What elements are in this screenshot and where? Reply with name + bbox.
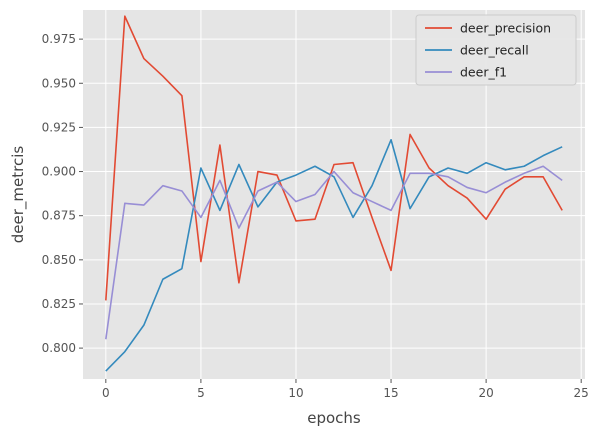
legend-entry: deer_f1 xyxy=(460,65,507,80)
x-tick-label: 5 xyxy=(197,386,205,400)
axis-ticks: 0 5 10 15 20 25 0.800 0.825 0.850 0.875 0.900 0.925… xyxy=(42,32,589,400)
y-tick-label: 0.850 xyxy=(42,253,76,267)
series-lines xyxy=(105,15,563,372)
y-tick-label: 0.800 xyxy=(42,341,76,355)
series-line-deer-recall xyxy=(105,138,563,372)
y-tick-label: 0.975 xyxy=(42,32,76,46)
x-tick-label: 25 xyxy=(574,386,589,400)
x-tick-label: 10 xyxy=(288,386,303,400)
legend-entry: deer_recall xyxy=(460,43,529,58)
x-axis-label: epochs xyxy=(307,409,361,427)
x-tick-label: 15 xyxy=(383,386,398,400)
y-tick-label: 0.950 xyxy=(42,76,76,90)
legend-entry: deer_precision xyxy=(460,21,551,36)
y-tick-label: 0.925 xyxy=(42,120,76,134)
x-tick-label: 20 xyxy=(478,386,493,400)
legend-box xyxy=(415,14,577,86)
y-axis-label: deer_metrcis xyxy=(9,146,28,244)
series-line-deer-precision xyxy=(105,15,563,301)
legend: deer_precision deer_recall deer_f1 xyxy=(415,14,577,86)
y-tick-label: 0.825 xyxy=(42,297,76,311)
series-line-deer-f1 xyxy=(105,165,563,340)
y-tick-label: 0.875 xyxy=(42,209,76,223)
y-tick-label: 0.900 xyxy=(42,165,76,179)
x-tick-label: 0 xyxy=(102,386,110,400)
